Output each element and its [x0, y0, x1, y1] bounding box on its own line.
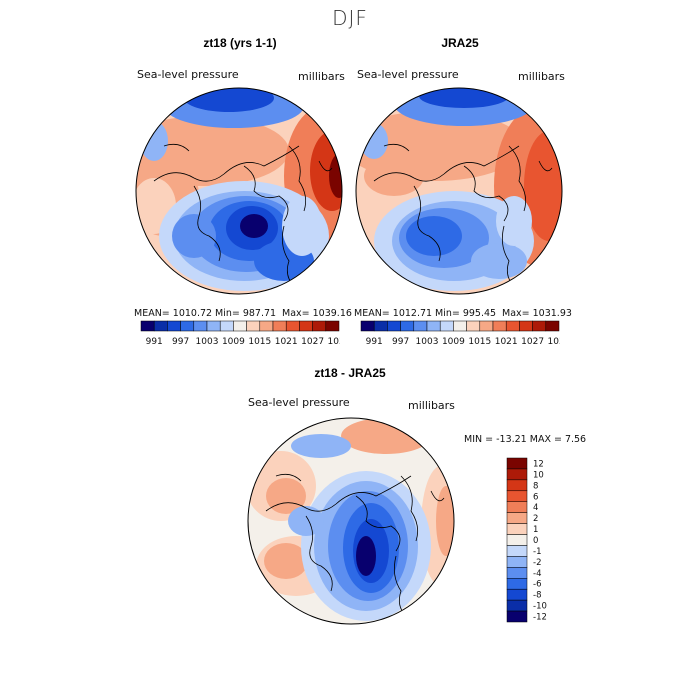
colorbar-model-swatch	[140, 320, 155, 332]
colorbar-model-swatch	[219, 320, 234, 332]
colorbar-diff-tick-label: 0	[533, 536, 538, 546]
colorbar-obs-tick-label: 1009	[442, 337, 465, 347]
colorbar-model-swatch	[153, 320, 168, 332]
colorbar-model-tick-label: 1009	[222, 337, 245, 347]
colorbar-diff-swatch	[506, 556, 528, 568]
colorbar-obs-tick-label: 1003	[416, 337, 439, 347]
polar-map-obs	[355, 87, 563, 295]
colorbar-obs-tick-label: 1021	[495, 337, 518, 347]
colorbar-diff-tick-label: 2	[533, 514, 538, 524]
colorbar-model-swatch	[259, 320, 274, 332]
colorbar-diff-swatch	[506, 468, 528, 481]
colorbar-diff-tick-label: -2	[533, 558, 541, 568]
colorbar-obs-tick-label: 1033	[548, 337, 560, 347]
colorbar-model-tick-label: 1003	[196, 337, 219, 347]
colorbar-model-tick-label: 997	[172, 337, 189, 347]
colorbar-obs-swatch	[479, 320, 494, 332]
colorbar-diff-tick-label: -12	[533, 613, 547, 623]
colorbar-obs-tick-label: 1027	[521, 337, 544, 347]
colorbar-model-swatch	[299, 320, 313, 332]
colorbar-diff-swatch	[506, 512, 528, 524]
colorbar-obs-swatch	[360, 320, 375, 332]
figure-title: DJF	[332, 6, 368, 30]
colorbar-diff-swatch	[506, 599, 528, 612]
max-label-obs: Max= 1031.93	[502, 308, 572, 319]
colorbar-model-tick-label: 1015	[248, 337, 271, 347]
colorbar-model-swatch	[246, 320, 261, 332]
polar-map-model	[135, 87, 343, 295]
colorbar-diff-tick-label: 4	[533, 503, 538, 513]
colorbar-diff-tick-label: -4	[533, 569, 541, 579]
colorbar-diff-swatch	[506, 567, 528, 579]
mean-label-obs: MEAN= 1012.71	[354, 308, 433, 319]
panel-title-model: zt18 (yrs 1-1)	[203, 36, 277, 50]
colorbar-model-tick-label: 991	[146, 337, 163, 347]
colorbar-obs-swatch	[453, 320, 467, 332]
colorbar-obs-tick-label: 1015	[468, 337, 491, 347]
panel-title-diff: zt18 - JRA25	[314, 366, 386, 380]
colorbar-obs-swatch	[373, 320, 388, 332]
units-label-model: millibars	[298, 70, 345, 83]
panel-title-obs: JRA25	[441, 36, 479, 50]
colorbar-model-tick-label: 1027	[301, 337, 324, 347]
colorbar-diff-tick-label: -6	[533, 580, 541, 590]
colorbar-model-swatch	[325, 320, 340, 332]
max-label-model: Max= 1039.16	[282, 308, 352, 319]
colorbar-obs-swatch	[532, 320, 547, 332]
colorbar-obs-tick-label: 997	[392, 337, 409, 347]
colorbar-diff-swatch	[506, 588, 528, 601]
colorbar-obs-swatch	[426, 320, 441, 332]
colorbar-obs-swatch	[545, 320, 560, 332]
colorbar-diff-tick-label: -1	[533, 547, 541, 557]
colorbar-diff-swatch	[506, 457, 528, 470]
min-label-obs: Min= 995.45	[435, 308, 497, 319]
colorbar-model-tick-label: 1033	[328, 337, 340, 347]
colorbar-diff-tick-label: 6	[533, 492, 538, 502]
colorbar-model-tick-label: 1021	[275, 337, 298, 347]
colorbar-obs-swatch	[387, 320, 401, 332]
colorbar-obs-swatch	[505, 320, 520, 332]
colorbar-diff-swatch	[506, 479, 528, 492]
mean-label-model: MEAN= 1010.72	[134, 308, 213, 319]
colorbar-model-swatch	[272, 320, 287, 332]
min-label-model: Min= 987.71	[215, 308, 277, 319]
colorbar-model-swatch	[233, 320, 247, 332]
colorbar-obs-swatch	[413, 320, 428, 332]
colorbar-obs-tick-label: 991	[366, 337, 383, 347]
colorbar-diff-tick-label: -10	[533, 602, 547, 612]
colorbar-model-swatch	[193, 320, 208, 332]
polar-map-diff	[247, 417, 455, 625]
colorbar-diff-swatch	[506, 545, 528, 557]
colorbar-model-swatch	[180, 320, 195, 332]
colorbar-diff-tick-label: -8	[533, 591, 541, 601]
colorbar-diff-tick-label: 8	[533, 481, 538, 491]
colorbar-diff-tick-label: 10	[533, 470, 544, 480]
colorbar-diff-swatch	[506, 523, 528, 535]
units-label-diff: millibars	[408, 399, 455, 412]
minmax-label-diff: MIN = -13.21 MAX = 7.56	[464, 434, 587, 445]
colorbar-model-swatch	[167, 320, 181, 332]
field-label-diff: Sea-level pressure	[248, 396, 350, 409]
colorbar-model-swatch	[285, 320, 300, 332]
colorbar-model-swatch	[312, 320, 327, 332]
colorbar-obs-swatch	[519, 320, 533, 332]
field-label-model: Sea-level pressure	[137, 68, 239, 81]
colorbar-diff-swatch	[506, 490, 528, 502]
colorbar-obs-swatch	[400, 320, 415, 332]
colorbar-obs-swatch	[492, 320, 507, 332]
colorbar-diff-tick-label: 12	[533, 459, 544, 469]
colorbar-model-swatch	[206, 320, 221, 332]
colorbar-obs-swatch	[439, 320, 454, 332]
field-label-obs: Sea-level pressure	[357, 68, 459, 81]
units-label-obs: millibars	[518, 70, 565, 83]
colorbar-obs-swatch	[466, 320, 481, 332]
colorbar-diff-tick-label: 1	[533, 525, 538, 535]
colorbar-diff-swatch	[506, 534, 528, 546]
colorbar-diff-swatch	[506, 610, 528, 623]
colorbar-diff-swatch	[506, 578, 528, 590]
colorbar-diff-swatch	[506, 501, 528, 513]
